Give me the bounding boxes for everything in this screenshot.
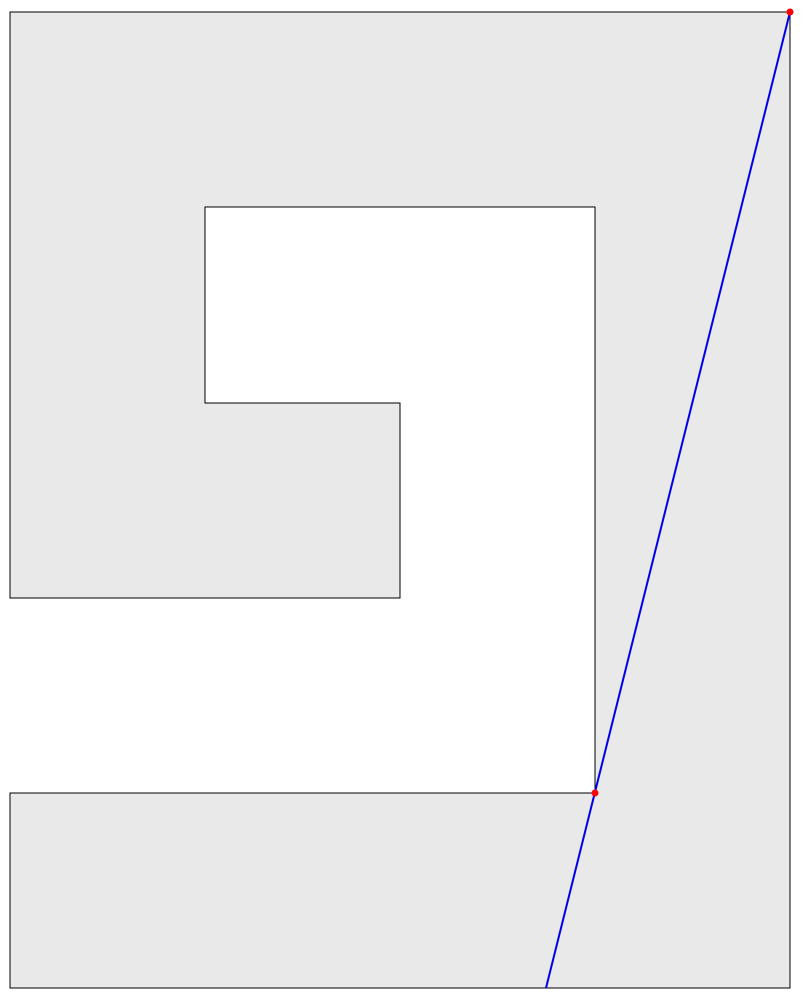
shaded-region — [9, 11, 791, 989]
blue-line — [545, 11, 791, 989]
point-intersection — [591, 789, 599, 797]
point-top-right — [786, 8, 794, 16]
